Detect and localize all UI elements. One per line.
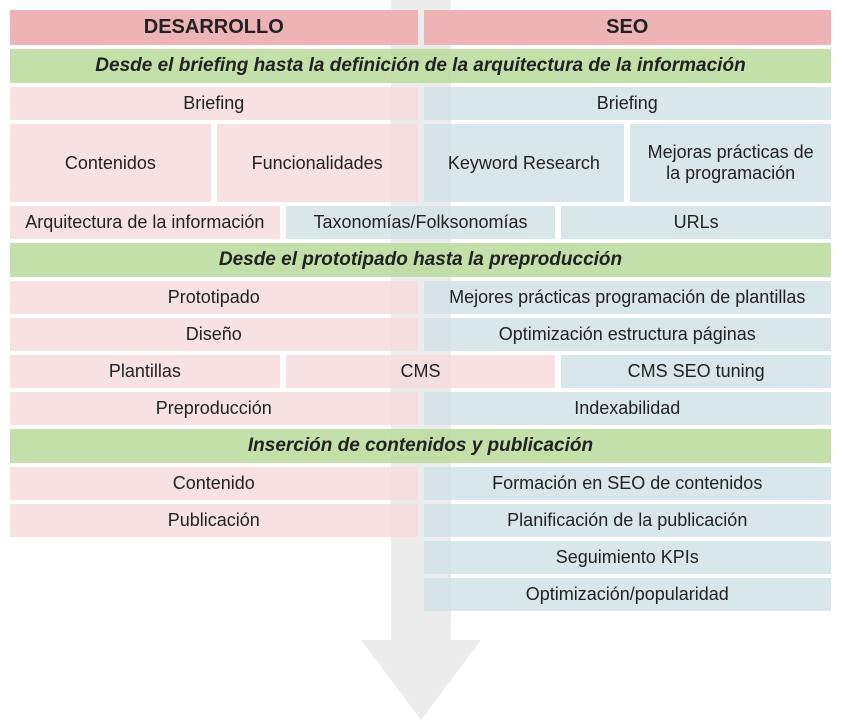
right-cell: Planificación de la publicación (424, 504, 832, 537)
table-row: Arquitectura de la información Taxonomía… (10, 206, 831, 239)
section-title-0: Desde el briefing hasta la definición de… (10, 49, 831, 83)
right-cell: Indexabilidad (424, 392, 832, 425)
right-cell: Mejoras prácticas de la programación (630, 124, 831, 202)
right-cell: Briefing (424, 87, 832, 120)
left-cell: Diseño (10, 318, 418, 351)
table-row: Contenidos Funcionalidades Keyword Resea… (10, 124, 831, 202)
left-cell: Contenidos (10, 124, 211, 202)
right-cell: Seguimiento KPIs (424, 541, 832, 574)
header-row: DESARROLLO SEO (10, 10, 831, 45)
left-cell: Contenido (10, 467, 418, 500)
right-cell: Formación en SEO de contenidos (424, 467, 832, 500)
left-cell: CMS (286, 355, 556, 388)
left-cell: Briefing (10, 87, 418, 120)
right-cell: Keyword Research (424, 124, 625, 202)
section-title-label: Desde el briefing hasta la definición de… (10, 49, 831, 83)
section-title-2: Inserción de contenidos y publicación (10, 429, 831, 463)
section-title-1: Desde el prototipado hasta la preproducc… (10, 243, 831, 277)
comparison-table: DESARROLLO SEO Desde el briefing hasta l… (10, 10, 831, 611)
table-row: Briefing Briefing (10, 87, 831, 120)
right-cell: Taxonomías/Folksonomías (286, 206, 556, 239)
table-row: Optimización/popularidad (10, 578, 831, 611)
table-row: Publicación Planificación de la publicac… (10, 504, 831, 537)
left-cell: Preproducción (10, 392, 418, 425)
section-title-label: Desde el prototipado hasta la preproducc… (10, 243, 831, 277)
table-row: Preproducción Indexabilidad (10, 392, 831, 425)
left-cell: Plantillas (10, 355, 280, 388)
header-left: DESARROLLO (10, 10, 418, 45)
table-row: Plantillas CMS CMS SEO tuning (10, 355, 831, 388)
section-title-label: Inserción de contenidos y publicación (10, 429, 831, 463)
table-row: Prototipado Mejores prácticas programaci… (10, 281, 831, 314)
right-cell: Mejores prácticas programación de planti… (424, 281, 832, 314)
left-cell: Publicación (10, 504, 418, 537)
table-row: Contenido Formación en SEO de contenidos (10, 467, 831, 500)
table-row: Diseño Optimización estructura páginas (10, 318, 831, 351)
right-cell: URLs (561, 206, 831, 239)
left-cell-empty (10, 541, 418, 574)
right-cell: Optimización estructura páginas (424, 318, 832, 351)
left-cell: Arquitectura de la información (10, 206, 280, 239)
left-cell: Prototipado (10, 281, 418, 314)
right-cell: CMS SEO tuning (561, 355, 831, 388)
left-cell: Funcionalidades (217, 124, 418, 202)
left-cell-empty (10, 578, 418, 611)
right-cell: Optimización/popularidad (424, 578, 832, 611)
header-right: SEO (424, 10, 832, 45)
table-row: Seguimiento KPIs (10, 541, 831, 574)
